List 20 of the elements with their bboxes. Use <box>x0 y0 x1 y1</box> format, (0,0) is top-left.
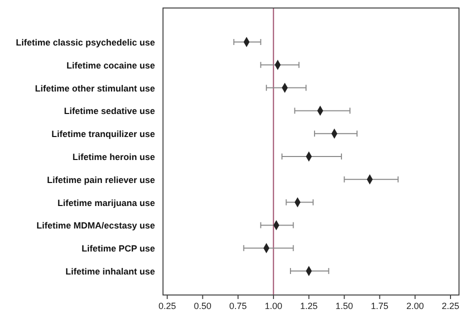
x-tick-label: 2.00 <box>406 301 424 311</box>
y-tick-label: Lifetime cocaine use <box>66 60 155 70</box>
y-tick-label: Lifetime pain reliever use <box>46 174 155 185</box>
x-tick-label: 1.25 <box>300 301 318 311</box>
x-tick-label: 0.25 <box>158 301 176 311</box>
y-tick-label: Lifetime inhalant use <box>65 266 155 276</box>
x-tick-label: 2.25 <box>442 301 460 311</box>
x-tick-label: 0.75 <box>229 301 247 311</box>
y-tick-label: Lifetime other stimulant use <box>34 83 155 94</box>
x-tick-label: 0.50 <box>194 301 212 311</box>
y-tick-label: Lifetime tranquilizer use <box>51 129 155 140</box>
y-tick-label: Lifetime heroin use <box>72 152 155 162</box>
y-tick-label: Lifetime MDMA/ecstasy use <box>36 220 155 231</box>
y-tick-label: Lifetime marijuana use <box>57 198 155 208</box>
y-tick-label: Lifetime sedative use <box>64 106 155 116</box>
y-tick-label: Lifetime PCP use <box>82 244 155 254</box>
y-tick-label: Lifetime classic psychedelic use <box>16 38 155 48</box>
x-tick-label: 1.50 <box>336 301 354 311</box>
x-tick-label: 1.00 <box>264 301 282 311</box>
x-tick-label: 1.75 <box>370 301 388 311</box>
